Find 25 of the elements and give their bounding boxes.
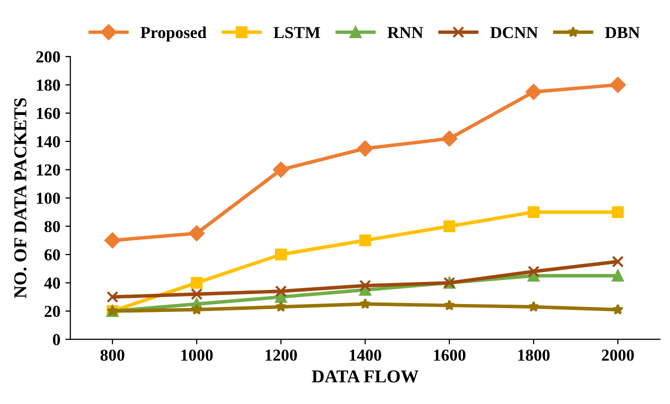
- y-tick-label: 0: [52, 334, 60, 346]
- x-tick-label: 1400: [350, 350, 382, 361]
- y-tick-label: 80: [44, 220, 60, 232]
- y-tick-label: 180: [36, 80, 60, 91]
- x-tick-label: 1800: [518, 350, 550, 361]
- x-tick-label: 1200: [266, 350, 297, 361]
- y-axis-title: NO. OF DATA PACKETS: [14, 98, 26, 298]
- y-tick-label: 200: [36, 51, 60, 63]
- x-tick-label: 1000: [181, 350, 213, 361]
- y-tick-label: 120: [36, 164, 60, 176]
- x-axis-title: DATA FLOW: [312, 370, 418, 383]
- legend-label: DBN: [605, 27, 640, 38]
- x-tick-label: 2000: [602, 350, 634, 361]
- legend-label: Proposed: [140, 26, 206, 42]
- y-tick-label: 60: [44, 249, 60, 260]
- y-tick-label: 160: [36, 108, 60, 120]
- y-tick-label: 100: [36, 192, 60, 204]
- y-tick-label: 20: [44, 306, 60, 318]
- legend-label: LSTM: [274, 26, 320, 38]
- x-tick-label: 1600: [434, 350, 466, 361]
- legend-label: RNN: [388, 27, 424, 38]
- x-tick-label: 800: [100, 350, 124, 361]
- y-tick-label: 40: [44, 278, 60, 289]
- y-tick-label: 140: [36, 136, 60, 148]
- legend-label: DCNN: [490, 26, 538, 38]
